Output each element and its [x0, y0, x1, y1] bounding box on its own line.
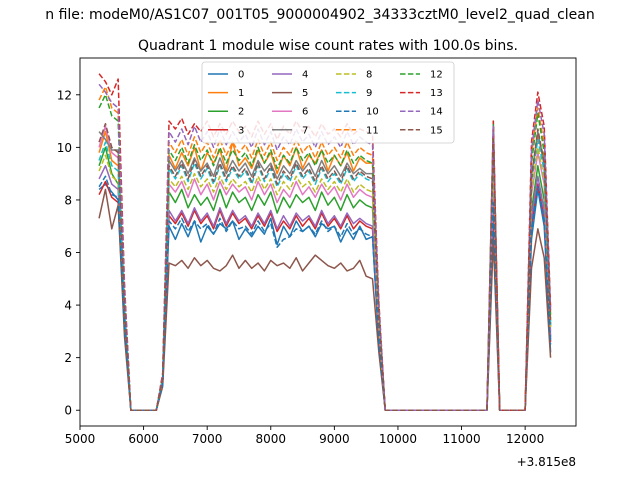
figure-suptitle: n file: modeM0/AS1C07_001T05_9000004902_… — [45, 7, 594, 23]
legend-label-13: 13 — [430, 88, 443, 99]
y-tick-label: 6 — [64, 246, 72, 260]
x-axis-offset-label: +3.815e8 — [517, 455, 576, 469]
x-tick-label: 11000 — [442, 432, 480, 446]
plot-area — [79, 57, 577, 427]
y-tick-label: 2 — [64, 351, 72, 365]
x-tick-label: 10000 — [379, 432, 417, 446]
x-tick-label: 5000 — [65, 432, 96, 446]
legend-label-1: 1 — [238, 88, 244, 99]
chart-title: Quadrant 1 module wise count rates with … — [138, 38, 518, 54]
legend-label-11: 11 — [366, 125, 379, 136]
x-tick-label: 6000 — [128, 432, 159, 446]
legend-label-10: 10 — [366, 107, 379, 118]
legend-label-4: 4 — [302, 70, 308, 81]
x-tick-label: 12000 — [506, 432, 544, 446]
x-tick-label: 8000 — [255, 432, 286, 446]
legend-label-6: 6 — [302, 107, 308, 118]
series-line-15 — [98, 122, 552, 411]
series-line-8 — [98, 146, 552, 411]
legend-label-5: 5 — [302, 88, 308, 99]
plot-frame — [79, 57, 577, 427]
legend-label-8: 8 — [366, 70, 372, 81]
y-axis: 0 2 4 6 8 10 12 — [57, 88, 80, 418]
legend-label-14: 14 — [430, 107, 443, 118]
x-tick-label: 7000 — [192, 432, 223, 446]
x-axis: 5000 6000 7000 8000 9000 10000 11000 12000 — [65, 426, 544, 446]
legend-label-2: 2 — [238, 107, 244, 118]
legend-label-7: 7 — [302, 125, 308, 136]
y-tick-label: 4 — [64, 299, 72, 313]
y-tick-label: 0 — [64, 404, 72, 418]
legend-label-15: 15 — [430, 125, 443, 136]
y-tick-label: 8 — [64, 193, 72, 207]
x-tick-label: 9000 — [319, 432, 350, 446]
series-layer — [98, 73, 552, 411]
y-tick-label: 12 — [57, 88, 72, 102]
legend-label-9: 9 — [366, 88, 372, 99]
y-tick-label: 10 — [57, 141, 72, 155]
legend-label-0: 0 — [238, 70, 244, 81]
legend-label-3: 3 — [238, 125, 244, 136]
legend-label-12: 12 — [430, 70, 443, 81]
legend-frame — [201, 61, 455, 144]
